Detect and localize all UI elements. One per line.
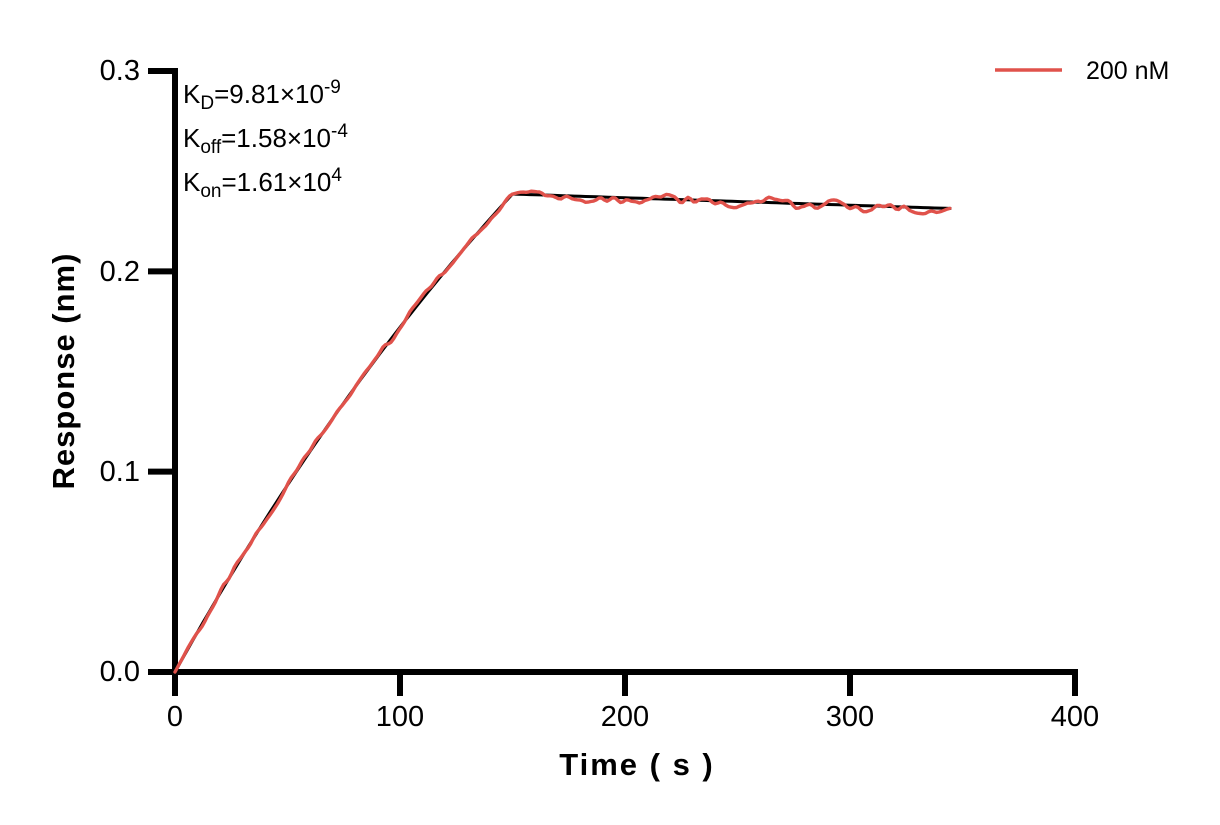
x-tick-label: 0 [166,701,184,733]
annotation-text: K [183,123,201,153]
kinetics-annotations: KD=9.81×10-9 Koff=1.58×10-4 Kon=1.61×104 [183,72,348,204]
x-tick-label: 200 [600,701,650,733]
x-axis-title: Time ( s ) [559,747,715,782]
y-tick-label: 0.1 [99,456,140,488]
y-tick-label: 0.0 [99,656,140,688]
annotation-subscript: on [200,181,222,202]
annotation-text: K [183,79,201,109]
y-tick-label: 0.3 [99,55,140,87]
kd-annotation: KD=9.81×10-9 [183,72,348,116]
legend-label: 200 nM [1086,57,1170,85]
annotation-text: K [183,167,201,197]
annotation-subscript: off [200,137,222,158]
x-tick-label: 300 [825,701,875,733]
annotation-exponent: -4 [331,121,348,142]
x-tick-label: 400 [1050,701,1100,733]
fit-curve [173,192,952,673]
x-tick-label: 100 [375,701,425,733]
annotation-text: =1.58×10 [221,123,332,153]
kon-annotation: Kon=1.61×104 [183,160,348,204]
koff-annotation: Koff=1.58×10-4 [183,116,348,160]
annotation-text: =9.81×10 [214,79,324,109]
annotation-text: =1.61×10 [221,167,332,197]
annotation-exponent: -9 [323,77,341,98]
y-tick-label: 0.2 [99,256,140,288]
annotation-exponent: 4 [331,165,342,186]
annotation-subscript: D [200,93,215,114]
y-axis-title: Response (nm) [46,252,81,490]
response-curve [173,189,952,674]
